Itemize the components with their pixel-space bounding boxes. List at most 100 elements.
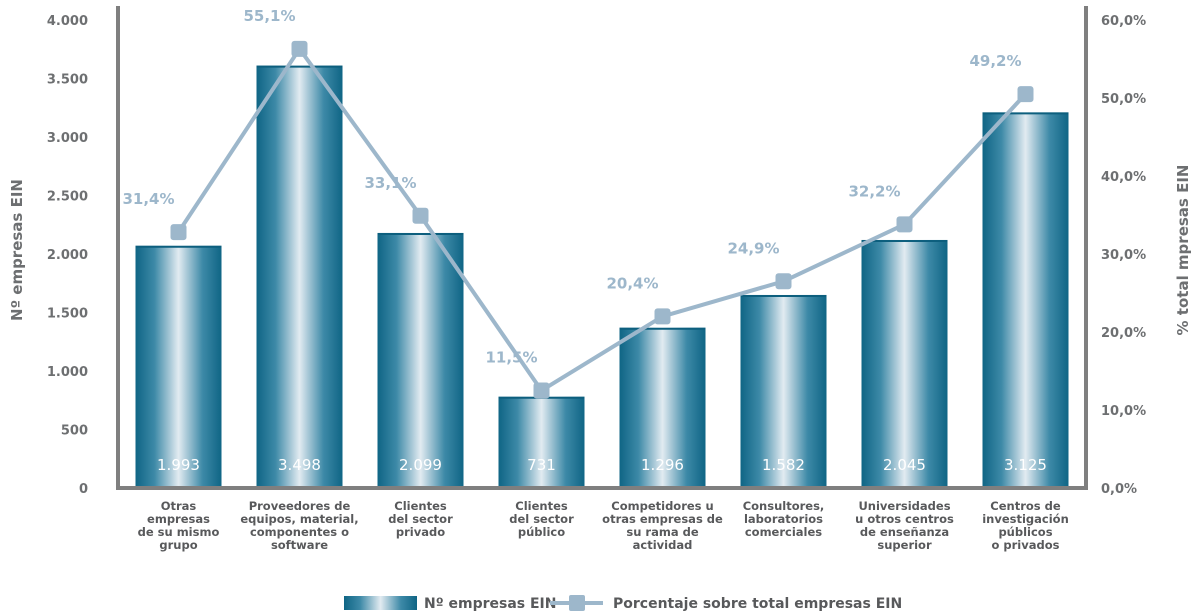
category-label-line: investigación <box>982 512 1069 526</box>
left-axis-ticks: 0 500 1.000 1.500 2.000 2.500 3.000 3.500 4.000 <box>47 14 88 497</box>
bar <box>861 239 948 488</box>
axes <box>116 6 1088 490</box>
bar-value-label: 1.296 <box>641 456 684 474</box>
category-label-line: superior <box>877 538 932 552</box>
bar <box>619 327 706 488</box>
bar-value-label: 1.993 <box>157 456 200 474</box>
left-axis-tick-label: 3.500 <box>47 73 88 88</box>
left-axis-tick-label: 2.000 <box>47 248 88 263</box>
category-label-line: equipos, material, <box>240 512 358 526</box>
line-marker <box>412 207 429 224</box>
category-label-line: privado <box>396 525 445 539</box>
right-axis-tick-label: 40,0% <box>1101 170 1146 185</box>
left-axis-tick-label: 0 <box>79 482 88 497</box>
left-axis-tick-label: 4.000 <box>47 14 88 29</box>
line-series <box>170 40 1034 399</box>
category-label-line: Consultores, <box>743 499 825 513</box>
category-label: Centros de investigación públicos o privado… <box>982 499 1069 552</box>
line-value-labels: 31,4% 55,1% 33,1% 11,5% 20,4% 24,9% 32,2% 49,2% <box>122 7 1021 367</box>
bar <box>256 65 343 488</box>
right-axis-tick-label: 0,0% <box>1101 482 1137 497</box>
bar <box>377 232 464 488</box>
category-labels: Otras empresas de su mismo grupo Proveedores… <box>138 499 1069 552</box>
left-axis-tick-label: 1.000 <box>47 365 88 380</box>
bar-value-label: 3.125 <box>1004 456 1047 474</box>
bar-value-labels: 1.993 3.498 2.099 731 1.296 1.582 2.045 3.125 <box>157 456 1047 474</box>
line-value-label: 32,2% <box>848 182 900 200</box>
category-label: Universidades u otros centros de enseñanza… <box>855 499 954 552</box>
category-label-line: Competidores u <box>611 499 713 513</box>
line-marker <box>775 273 792 290</box>
category-label-line: actividad <box>633 538 693 552</box>
line-value-label: 33,1% <box>364 174 416 192</box>
legend-bar-label: Nº empresas EIN <box>424 596 556 611</box>
line-marker <box>170 224 187 241</box>
bar <box>135 245 222 488</box>
line-marker <box>896 216 913 233</box>
category-label-line: del sector <box>388 512 453 526</box>
right-axis-tick-label: 10,0% <box>1101 404 1146 419</box>
category-label-line: comerciales <box>745 525 822 539</box>
left-axis-tick-label: 2.500 <box>47 190 88 205</box>
bar <box>498 396 585 488</box>
bar-value-label: 2.099 <box>399 456 442 474</box>
category-label-line: públicos <box>998 525 1052 539</box>
category-label-line: laboratorios <box>744 512 823 526</box>
category-label: Clientes del sector público <box>509 499 574 539</box>
legend-marker-swatch <box>569 595 585 611</box>
category-label-line: Otras <box>161 499 197 513</box>
category-label: Otras empresas de su mismo grupo <box>138 499 220 552</box>
line-value-label: 49,2% <box>969 52 1021 70</box>
legend: Nº empresas EIN Porcentaje sobre total e… <box>344 595 902 611</box>
category-label-line: Centros de <box>990 499 1061 513</box>
category-label-line: empresas <box>147 512 210 526</box>
category-label-line: software <box>271 538 328 552</box>
bar-value-label: 3.498 <box>278 456 321 474</box>
line-value-label: 31,4% <box>122 190 174 208</box>
legend-bar-swatch <box>344 596 417 610</box>
line-value-label: 20,4% <box>606 274 658 292</box>
category-label-line: Clientes <box>515 499 568 513</box>
bar-value-label: 2.045 <box>883 456 926 474</box>
line-value-label: 55,1% <box>243 7 295 25</box>
category-label-line: grupo <box>159 538 197 552</box>
bar <box>982 112 1069 489</box>
left-axis-tick-label: 500 <box>61 424 88 439</box>
bar-series <box>135 65 1069 489</box>
legend-line-label: Porcentaje sobre total empresas EIN <box>613 596 902 611</box>
line-value-label: 11,5% <box>485 349 537 367</box>
right-axis-tick-label: 50,0% <box>1101 92 1146 107</box>
category-label-line: u otros centros <box>855 512 954 526</box>
category-label-line: o privados <box>992 538 1060 552</box>
bar <box>740 294 827 488</box>
right-axis-title: % total mpresas EIN <box>1174 165 1192 336</box>
left-axis-title: Nº empresas EIN <box>8 179 26 321</box>
right-axis-tick-label: 20,0% <box>1101 326 1146 341</box>
right-axis-tick-label: 30,0% <box>1101 248 1146 263</box>
line-path <box>176 46 1027 393</box>
category-label-line: su rama de <box>626 525 698 539</box>
category-label-line: Clientes <box>394 499 447 513</box>
category-label-line: Universidades <box>858 499 950 513</box>
category-label-line: público <box>518 525 565 539</box>
right-axis-ticks: 0,0% 10,0% 20,0% 30,0% 40,0% 50,0% 60,0% <box>1101 14 1146 497</box>
line-marker <box>533 382 550 399</box>
category-label: Proveedores de equipos, material, componen… <box>240 499 358 552</box>
category-label-line: del sector <box>509 512 574 526</box>
line-marker <box>291 40 308 57</box>
left-axis-tick-label: 3.000 <box>47 131 88 146</box>
category-label-line: componentes o <box>250 525 349 539</box>
category-label: Consultores, laboratorios comerciales <box>743 499 825 539</box>
line-value-label: 24,9% <box>727 239 779 257</box>
right-axis-tick-label: 60,0% <box>1101 14 1146 29</box>
category-label-line: otras empresas de <box>602 512 723 526</box>
bar-value-label: 731 <box>527 456 556 474</box>
category-label-line: de su mismo <box>138 525 220 539</box>
line-marker <box>1017 86 1034 103</box>
category-label: Clientes del sector privado <box>388 499 453 539</box>
category-label-line: Proveedores de <box>249 499 351 513</box>
bar-value-label: 1.582 <box>762 456 805 474</box>
category-label-line: de enseñanza <box>860 525 949 539</box>
category-label: Competidores u otras empresas de su rama d… <box>602 499 723 552</box>
